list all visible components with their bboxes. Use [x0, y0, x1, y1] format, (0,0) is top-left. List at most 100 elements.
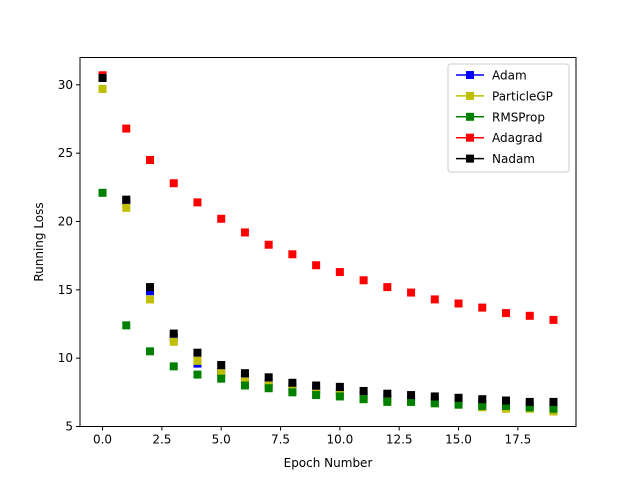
x-tick-label: 17.5: [504, 433, 531, 447]
x-axis-label: Epoch Number: [284, 456, 373, 470]
data-point-nadam: [454, 393, 463, 402]
data-point-adagrad: [478, 303, 487, 312]
data-point-nadam: [407, 391, 416, 400]
series-nadam: [98, 74, 558, 406]
legend-label-particlegp: ParticleGP: [492, 89, 553, 103]
data-point-rmsprop: [122, 321, 131, 330]
data-point-nadam: [169, 329, 178, 338]
legend-label-rmsprop: RMSProp: [492, 110, 545, 124]
data-point-rmsprop: [193, 370, 202, 379]
x-tick-label: 7.5: [271, 433, 290, 447]
data-point-adagrad: [146, 156, 155, 164]
data-point-nadam: [312, 381, 321, 390]
y-axis-label: Running Loss: [32, 202, 46, 281]
y-tick-label: 15: [58, 283, 73, 297]
data-point-rmsprop: [407, 397, 416, 406]
legend-frame: [447, 63, 570, 173]
data-point-particlegp: [98, 84, 107, 93]
data-point-nadam: [549, 397, 558, 406]
data-point-adagrad: [430, 295, 439, 304]
data-point-adagrad: [264, 240, 273, 249]
data-point-rmsprop: [312, 391, 321, 400]
legend-item-nadam: Nadam: [456, 152, 535, 166]
data-point-rmsprop: [359, 395, 368, 404]
data-point-rmsprop: [98, 188, 107, 197]
data-point-adam: [312, 385, 321, 394]
plot-area-frame: [79, 57, 577, 427]
data-point-particlegp: [122, 203, 131, 212]
data-point-nadam: [478, 395, 487, 404]
data-point-nadam: [335, 382, 344, 391]
legend-marker-adagrad: [466, 133, 474, 142]
data-point-particlegp: [240, 377, 249, 386]
data-marks: [98, 71, 558, 416]
data-point-nadam: [240, 369, 249, 378]
data-point-nadam: [359, 386, 368, 395]
legend-marker-particlegp: [466, 91, 474, 100]
data-point-nadam: [288, 378, 297, 387]
data-point-rmsprop: [335, 392, 344, 401]
data-point-adagrad: [383, 283, 392, 292]
legend-item-particlegp: ParticleGP: [456, 89, 553, 103]
data-point-adagrad: [549, 315, 558, 324]
data-point-rmsprop: [454, 400, 463, 409]
data-point-rmsprop: [264, 384, 273, 393]
data-point-particlegp: [146, 295, 155, 304]
legend-item-adagrad: Adagrad: [456, 131, 543, 145]
data-point-nadam: [146, 283, 155, 292]
data-point-adam: [359, 391, 368, 400]
y-axis-ticks: 5 10 15 20 25 30: [58, 78, 80, 434]
data-point-nadam: [264, 373, 273, 382]
data-point-rmsprop: [169, 362, 178, 371]
series-rmsprop: [98, 188, 558, 413]
data-point-rmsprop: [240, 381, 249, 390]
y-tick-label: 30: [58, 78, 73, 92]
legend: Adam ParticleGP RMSProp Adagrad Nadam: [447, 63, 570, 173]
data-point-rmsprop: [217, 374, 226, 383]
data-point-rmsprop: [549, 404, 558, 413]
data-point-particlegp: [217, 369, 226, 378]
data-point-rmsprop: [430, 399, 439, 408]
data-point-rmsprop: [501, 402, 510, 410]
legend-label-adam: Adam: [492, 69, 527, 83]
legend-label-adagrad: Adagrad: [492, 131, 543, 145]
x-tick-label: 2.5: [152, 433, 171, 447]
data-point-nadam: [525, 397, 534, 406]
data-point-adam: [169, 333, 178, 342]
data-point-adam: [146, 287, 155, 296]
x-axis-ticks: 0.0 2.5 5.0 7.5 10.0 12.5 15.0 17.5: [93, 426, 531, 447]
data-point-adagrad: [240, 228, 249, 237]
data-point-nadam: [98, 74, 107, 82]
data-point-adagrad: [217, 214, 226, 223]
data-point-nadam: [193, 348, 202, 357]
data-point-adagrad: [288, 250, 297, 259]
data-point-rmsprop: [383, 397, 392, 406]
data-point-adagrad: [312, 261, 321, 270]
x-tick-label: 12.5: [386, 433, 413, 447]
data-point-adagrad: [359, 276, 368, 285]
data-point-adagrad: [169, 179, 178, 188]
data-point-nadam: [122, 195, 131, 204]
data-point-adagrad: [454, 299, 463, 308]
legend-marker-rmsprop: [466, 112, 474, 121]
legend-marker-adam: [466, 71, 474, 79]
data-point-particlegp: [169, 337, 178, 346]
data-point-rmsprop: [288, 388, 297, 397]
data-point-nadam: [430, 392, 439, 401]
data-point-adagrad: [407, 288, 416, 297]
data-point-adagrad: [193, 198, 202, 207]
legend-item-adam: Adam: [456, 69, 527, 83]
y-tick-label: 10: [58, 351, 73, 365]
legend-label-nadam: Nadam: [492, 152, 535, 166]
x-tick-label: 15.0: [445, 433, 472, 447]
data-point-nadam: [501, 396, 510, 405]
data-point-particlegp: [193, 356, 202, 365]
data-point-rmsprop: [478, 402, 487, 410]
data-point-adagrad: [501, 309, 510, 318]
data-point-rmsprop: [525, 403, 534, 412]
data-point-adagrad: [525, 311, 534, 320]
data-point-rmsprop: [146, 347, 155, 356]
y-tick-label: 5: [65, 420, 73, 434]
